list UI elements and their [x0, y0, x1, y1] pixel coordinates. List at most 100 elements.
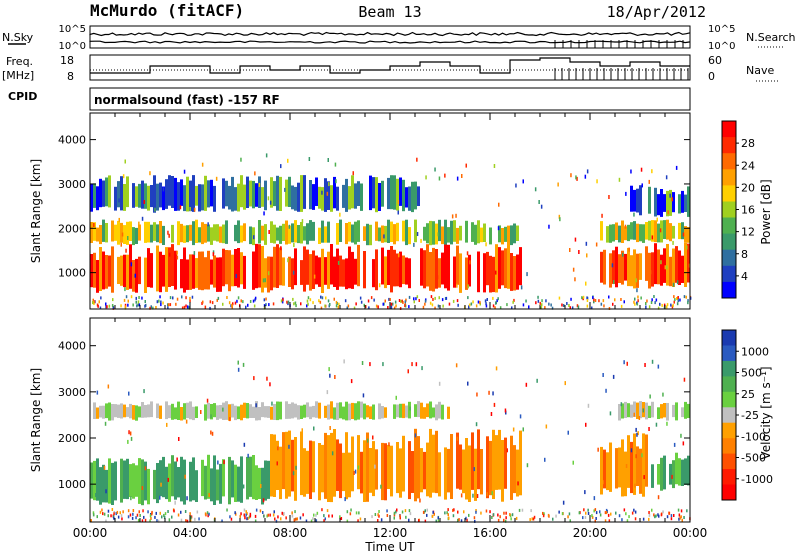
- noise-speck: [634, 510, 637, 514]
- echo-cell: [477, 429, 480, 490]
- noise-speck: [294, 510, 296, 514]
- noise-speck: [670, 303, 672, 307]
- noise-speck: [92, 298, 94, 302]
- colorbar-swatch: [722, 153, 736, 170]
- noise-speck: [167, 510, 169, 513]
- noise-speck: [360, 300, 363, 304]
- noise-speck: [363, 303, 365, 307]
- noise-speck: [160, 482, 162, 487]
- echo-cell: [639, 253, 642, 280]
- noise-speck: [226, 296, 228, 299]
- echo-cell: [99, 178, 102, 208]
- echo-cell: [429, 220, 432, 246]
- noise-speck: [633, 212, 635, 217]
- noise-speck: [293, 518, 296, 522]
- echo-cell: [402, 220, 405, 242]
- echo-cell: [603, 449, 606, 489]
- noise-speck: [680, 509, 683, 513]
- colorbar-swatch: [722, 217, 736, 235]
- echo-cell: [429, 252, 432, 291]
- echo-cell: [93, 252, 96, 288]
- noise-speck: [571, 306, 574, 310]
- noise-speck: [467, 296, 469, 300]
- noise-speck: [365, 305, 367, 308]
- noise-speck: [682, 232, 685, 237]
- noise-speck: [591, 306, 593, 310]
- echo-cell: [213, 255, 216, 288]
- echo-cell: [471, 432, 474, 490]
- echo-cell: [93, 460, 96, 501]
- echo-cell: [144, 257, 147, 293]
- echo-cell: [288, 176, 291, 207]
- noise-speck: [316, 511, 319, 515]
- noise-speck: [282, 298, 284, 302]
- noise-speck: [168, 233, 170, 238]
- noise-speck: [357, 465, 360, 470]
- echo-cell: [417, 186, 420, 206]
- noise-speck: [178, 437, 180, 441]
- freq-trace: [90, 57, 690, 74]
- noise-speck: [127, 509, 130, 513]
- echo-cell: [297, 405, 300, 420]
- noise-speck: [217, 296, 220, 300]
- noise-speck: [124, 287, 126, 292]
- echo-cell: [108, 402, 111, 421]
- echo-cell: [201, 222, 204, 245]
- colorbar-swatch: [722, 422, 736, 439]
- echo-cell: [252, 406, 255, 418]
- noise-speck: [634, 302, 636, 306]
- echo-cell: [468, 254, 471, 287]
- echo-cell: [195, 219, 198, 243]
- noise-speck: [495, 301, 497, 305]
- echo-cell: [120, 403, 123, 419]
- echo-cell: [231, 254, 234, 287]
- echo-cell: [684, 401, 687, 419]
- noise-speck: [353, 471, 355, 475]
- noise-speck: [599, 513, 602, 517]
- echo-cell: [273, 246, 276, 288]
- echo-cell: [384, 407, 387, 418]
- noise-speck: [667, 210, 669, 215]
- echo-cell: [192, 406, 195, 421]
- noise-speck: [679, 516, 681, 520]
- echo-cell: [687, 403, 690, 418]
- noise-speck: [321, 296, 324, 300]
- noise-speck: [141, 486, 144, 490]
- echo-cell: [330, 244, 333, 285]
- noise-speck: [655, 514, 657, 518]
- velocity-x-axis: [89, 318, 691, 522]
- noise-speck: [558, 510, 560, 514]
- noise-speck: [334, 375, 336, 379]
- noise-speck: [274, 517, 276, 521]
- echo-cell: [663, 403, 666, 418]
- noise-speck: [262, 278, 265, 283]
- noise-speck: [231, 305, 233, 309]
- noise-speck: [432, 235, 434, 239]
- echo-cell: [204, 404, 207, 421]
- echo-cell: [276, 244, 279, 288]
- noise-speck: [488, 390, 490, 395]
- noise-speck: [222, 302, 224, 306]
- echo-cell: [180, 407, 183, 421]
- noise-speck: [353, 306, 356, 310]
- echo-cell: [255, 465, 258, 500]
- noise-speck: [266, 376, 268, 381]
- noise-speck: [446, 511, 448, 515]
- noise-speck: [673, 295, 675, 299]
- echo-cell: [414, 404, 417, 417]
- echo-cell: [162, 456, 165, 498]
- echo-cell: [342, 184, 345, 208]
- noise-speck: [666, 303, 669, 307]
- noise-speck: [294, 301, 297, 305]
- echo-cell: [189, 401, 192, 420]
- noise-speck: [325, 296, 327, 300]
- noise-speck: [615, 511, 617, 515]
- echo-cell: [216, 224, 219, 242]
- noise-speck: [97, 304, 99, 308]
- nsky-trace-2: [89, 40, 691, 44]
- noise-speck: [301, 428, 303, 433]
- noise-speck: [313, 426, 315, 431]
- echo-cell: [222, 459, 225, 497]
- echo-cell: [102, 180, 105, 207]
- noise-speck: [112, 515, 115, 519]
